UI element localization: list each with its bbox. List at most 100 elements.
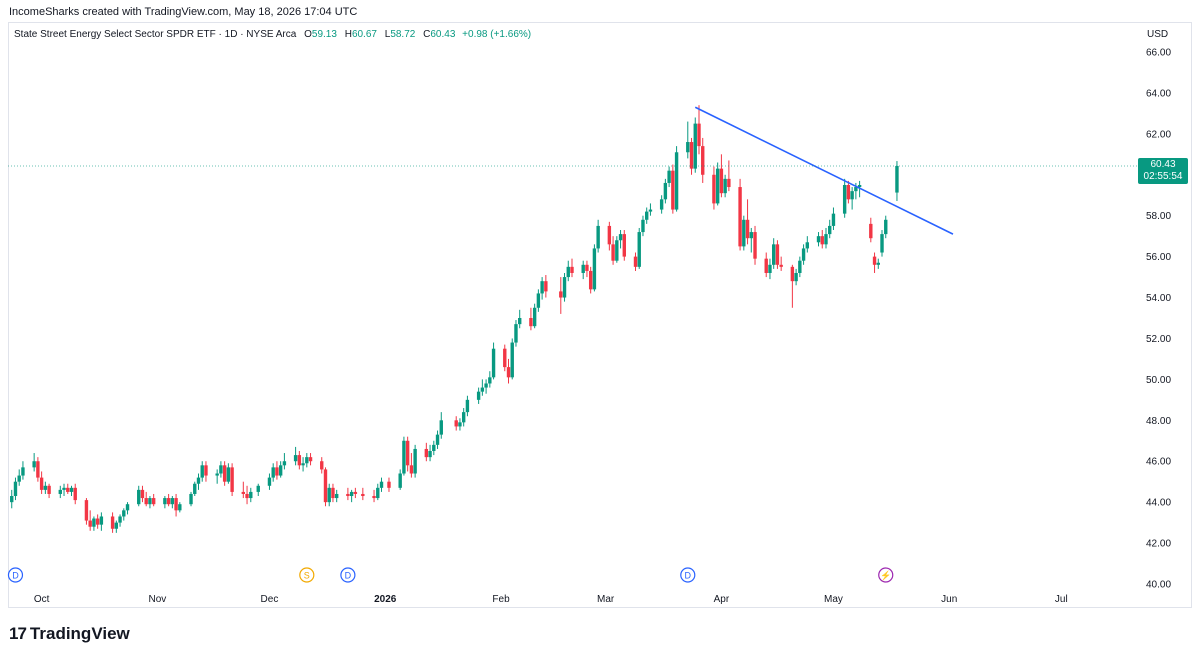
candle-body <box>712 174 716 204</box>
open-value: 59.13 <box>311 29 337 40</box>
low-value: 58.72 <box>390 29 416 40</box>
candle-body <box>872 256 877 265</box>
candle <box>790 264 795 308</box>
candle-body <box>305 457 309 464</box>
candle <box>689 137 694 175</box>
candle <box>293 446 298 466</box>
candle-body <box>58 489 62 494</box>
candle <box>305 453 309 468</box>
last-price-tag: 60.43 02:55:54 <box>1138 158 1188 184</box>
candle <box>458 418 462 431</box>
candle-body <box>66 487 70 492</box>
candle-body <box>21 467 25 476</box>
x-tick-label: Feb <box>492 594 510 605</box>
candle-body <box>771 244 776 265</box>
candle-body <box>428 451 432 458</box>
candle <box>831 207 836 231</box>
candle <box>715 162 720 206</box>
candle <box>480 379 485 396</box>
candle <box>794 268 798 286</box>
candle-body <box>884 219 888 235</box>
candle-body <box>831 213 836 226</box>
y-tick-label: 64.00 <box>1146 88 1171 99</box>
candle <box>532 303 537 329</box>
close-value: 60.43 <box>430 29 456 40</box>
candle-body <box>454 420 458 427</box>
x-tick-label: Nov <box>149 594 167 605</box>
candle-body <box>301 463 305 466</box>
event-marker-label: D <box>345 571 352 581</box>
price-axis[interactable]: 40.00 42.00 44.00 46.00 48.00 50.00 52.00 54.00… <box>1146 48 1171 591</box>
candle <box>193 481 197 497</box>
candle <box>84 498 89 525</box>
time-axis[interactable]: Oct Nov Dec 2026 Feb Mar Apr May Jun Jul <box>34 594 1068 605</box>
candle-body <box>562 277 567 298</box>
candle-body <box>193 483 197 494</box>
candle-body <box>749 232 753 239</box>
candle <box>144 491 148 507</box>
candle-body <box>768 264 772 273</box>
candle-body <box>779 264 783 267</box>
candle <box>282 453 287 470</box>
candle-body <box>282 461 287 466</box>
candle-body <box>43 485 48 490</box>
candle <box>92 516 96 531</box>
candle <box>439 412 443 439</box>
candle <box>880 230 884 257</box>
y-tick-label: 42.00 <box>1146 539 1171 550</box>
candle-body <box>405 440 410 466</box>
candle-body <box>278 465 283 476</box>
candle <box>659 195 664 214</box>
candle <box>570 258 574 278</box>
candle-body <box>204 465 208 476</box>
candle-body <box>820 236 824 245</box>
candle-body <box>514 324 518 343</box>
candle-body <box>715 168 720 204</box>
candle-body <box>320 461 324 470</box>
candle <box>581 260 585 280</box>
candle <box>562 272 567 302</box>
event-marker-circle <box>7 567 24 583</box>
candle-body <box>245 493 249 499</box>
candle-body <box>510 342 514 378</box>
candle <box>69 485 74 497</box>
candle-body <box>402 440 406 474</box>
x-tick-label: Jun <box>941 594 957 605</box>
candle <box>275 461 279 480</box>
candle-body <box>122 510 126 517</box>
candle <box>189 491 193 507</box>
candle <box>559 277 563 314</box>
high-key: H <box>344 29 352 40</box>
candle <box>592 244 597 292</box>
candle <box>114 520 119 533</box>
candle-body <box>566 266 570 278</box>
candle <box>73 483 77 505</box>
symbol-legend[interactable]: State Street Energy Select Sector SPDR E… <box>14 29 531 40</box>
candle-body <box>114 522 119 529</box>
currency-label[interactable]: USD <box>1147 29 1169 40</box>
candle <box>884 215 888 239</box>
trendline-layer[interactable] <box>694 106 954 235</box>
candle <box>768 258 772 280</box>
candle-body <box>17 475 21 482</box>
y-tick-label: 58.00 <box>1146 211 1171 222</box>
candle-body <box>110 516 115 529</box>
candle <box>379 477 384 492</box>
candle <box>753 225 757 265</box>
x-tick-label: Mar <box>597 594 615 605</box>
candle <box>301 457 305 472</box>
candle <box>488 371 492 388</box>
candle <box>618 230 623 249</box>
candle <box>435 430 440 449</box>
candle <box>110 512 115 533</box>
tradingview-brand[interactable]: 17 TradingView <box>9 624 130 644</box>
candle <box>174 493 178 517</box>
candle <box>409 453 414 478</box>
candle-body <box>663 182 668 200</box>
candle <box>645 207 649 224</box>
candle <box>872 252 877 273</box>
candle-body <box>327 487 331 503</box>
candle-body <box>745 219 750 239</box>
candle-body <box>895 165 899 193</box>
